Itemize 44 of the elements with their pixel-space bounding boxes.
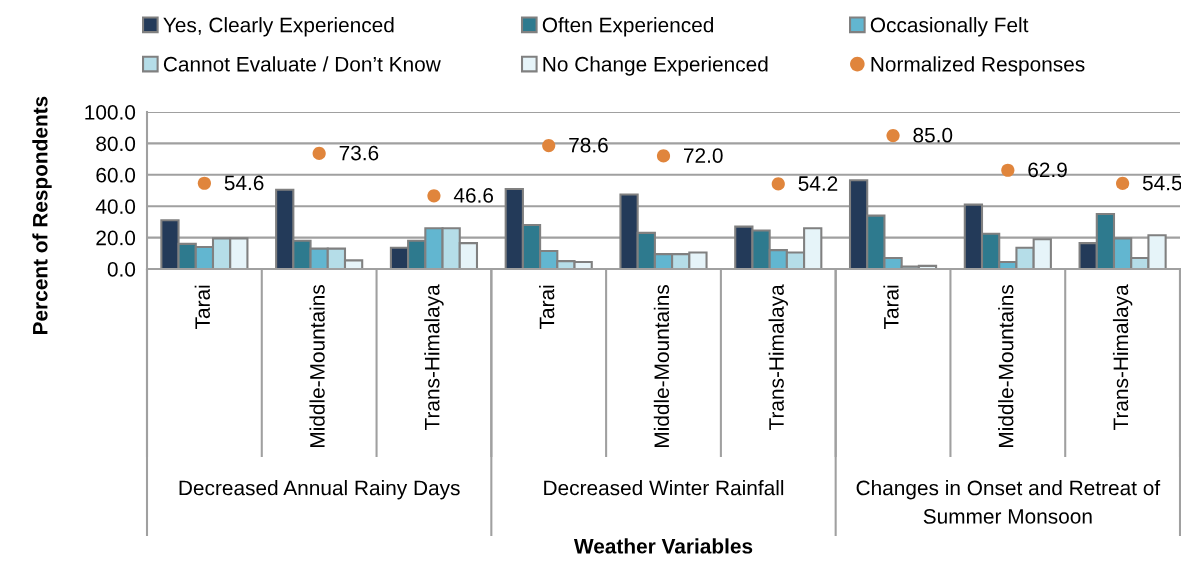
point xyxy=(1001,163,1015,177)
x-tick-label: Middle-Mountains xyxy=(998,285,1014,447)
legend-label: No Change Experienced xyxy=(543,56,768,76)
y-tick-label: 60.0 xyxy=(96,167,136,183)
x-tick-label: Tarai xyxy=(539,285,555,329)
data-label: 72.0 xyxy=(684,148,723,163)
point xyxy=(312,146,326,161)
legend-label: Normalized Responses xyxy=(871,56,1085,76)
data-label: 78.6 xyxy=(569,137,608,153)
point xyxy=(656,149,671,163)
point xyxy=(427,189,441,203)
point xyxy=(1116,176,1130,191)
data-label: 73.6 xyxy=(339,145,379,161)
point xyxy=(197,176,211,190)
y-tick-label: 100.0 xyxy=(85,105,136,120)
x-tick-label: Trans-Himalaya xyxy=(768,284,788,431)
point xyxy=(886,128,900,143)
legend-label: Yes, Clearly Experienced xyxy=(163,17,394,37)
data-label: 54.6 xyxy=(224,175,264,191)
legend-label: Often Experienced xyxy=(542,17,714,37)
legend-label: Occasionally Felt xyxy=(870,17,1029,37)
x-tick-label: Middle-Mountains xyxy=(653,285,670,447)
point xyxy=(771,177,785,191)
x-tick-label: Trans-Himalaya xyxy=(424,284,444,431)
x-tick-label: Tarai xyxy=(883,285,899,329)
y-axis-title: Percent of Respondents xyxy=(32,96,52,335)
text: Decreased Winter Rainfall xyxy=(544,480,784,496)
data-label: 46.6 xyxy=(453,188,494,203)
y-tick-label: 80.0 xyxy=(96,136,136,152)
y-tick-label: 20.0 xyxy=(96,230,136,246)
data-label: 54.5 xyxy=(1142,175,1181,191)
data-label: 85.0 xyxy=(913,127,953,143)
x-tick-label: Middle-Mountains xyxy=(309,285,325,447)
text: Changes in Onset and Retreat of Summer Monsoon xyxy=(856,480,1161,524)
data-label: 62.9 xyxy=(1028,162,1067,178)
legend-label: Cannot Evaluate / Don’t Know xyxy=(163,56,441,72)
x-tick-label: Trans-Himalaya xyxy=(1112,284,1133,431)
x-axis-title: Weather Variables xyxy=(573,538,753,554)
x-tick-label: Tarai xyxy=(194,285,210,329)
data-label: 54.2 xyxy=(798,176,838,191)
y-tick-label: 40.0 xyxy=(95,199,136,214)
point xyxy=(542,139,556,153)
y-tick-label: 0.0 xyxy=(107,262,136,277)
text: Decreased Annual Rainy Days xyxy=(179,480,460,500)
